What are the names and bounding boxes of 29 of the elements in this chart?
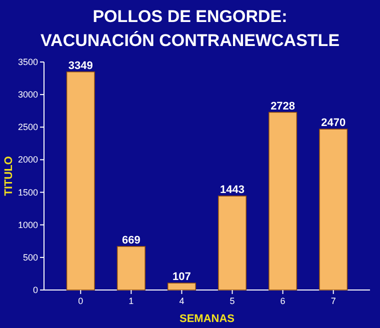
y-tick-label: 2000: [18, 154, 38, 165]
data-label: 669: [122, 234, 140, 246]
data-label: 2470: [321, 117, 346, 130]
x-tick-label: 6: [280, 296, 286, 306]
x-tick-label: 0: [78, 296, 84, 306]
y-tick-label: 2500: [18, 122, 38, 132]
bar: [66, 71, 95, 290]
data-label: 1443: [220, 184, 245, 196]
x-tick-label: 4: [179, 296, 184, 306]
data-label: 2728: [270, 100, 296, 112]
bar: [218, 196, 247, 290]
y-tick-label: 500: [22, 252, 38, 262]
y-tick-label: 0: [32, 285, 38, 295]
x-tick-label: 7: [330, 296, 336, 306]
y-tick-label: 3000: [18, 90, 38, 100]
y-tick-label: 1000: [18, 220, 38, 230]
bar: [319, 128, 348, 290]
chart-title: POLLOS DE ENGORDE: VACUNACIÓN CONTRANEWCASTLE: [40, 7, 340, 50]
data-label: 3349: [68, 60, 93, 72]
bar: [268, 112, 298, 290]
bar: [167, 282, 196, 290]
x-tick-label: 5: [230, 296, 235, 306]
y-axis-title: TITULO: [3, 156, 15, 196]
x-axis-title: SEMANAS: [179, 313, 235, 325]
y-tick-label: 1500: [18, 187, 38, 198]
y-tick-label: 3500: [18, 57, 38, 67]
x-tick-label: 1: [128, 296, 134, 306]
data-label: 107: [172, 271, 191, 284]
bar: [116, 246, 146, 290]
